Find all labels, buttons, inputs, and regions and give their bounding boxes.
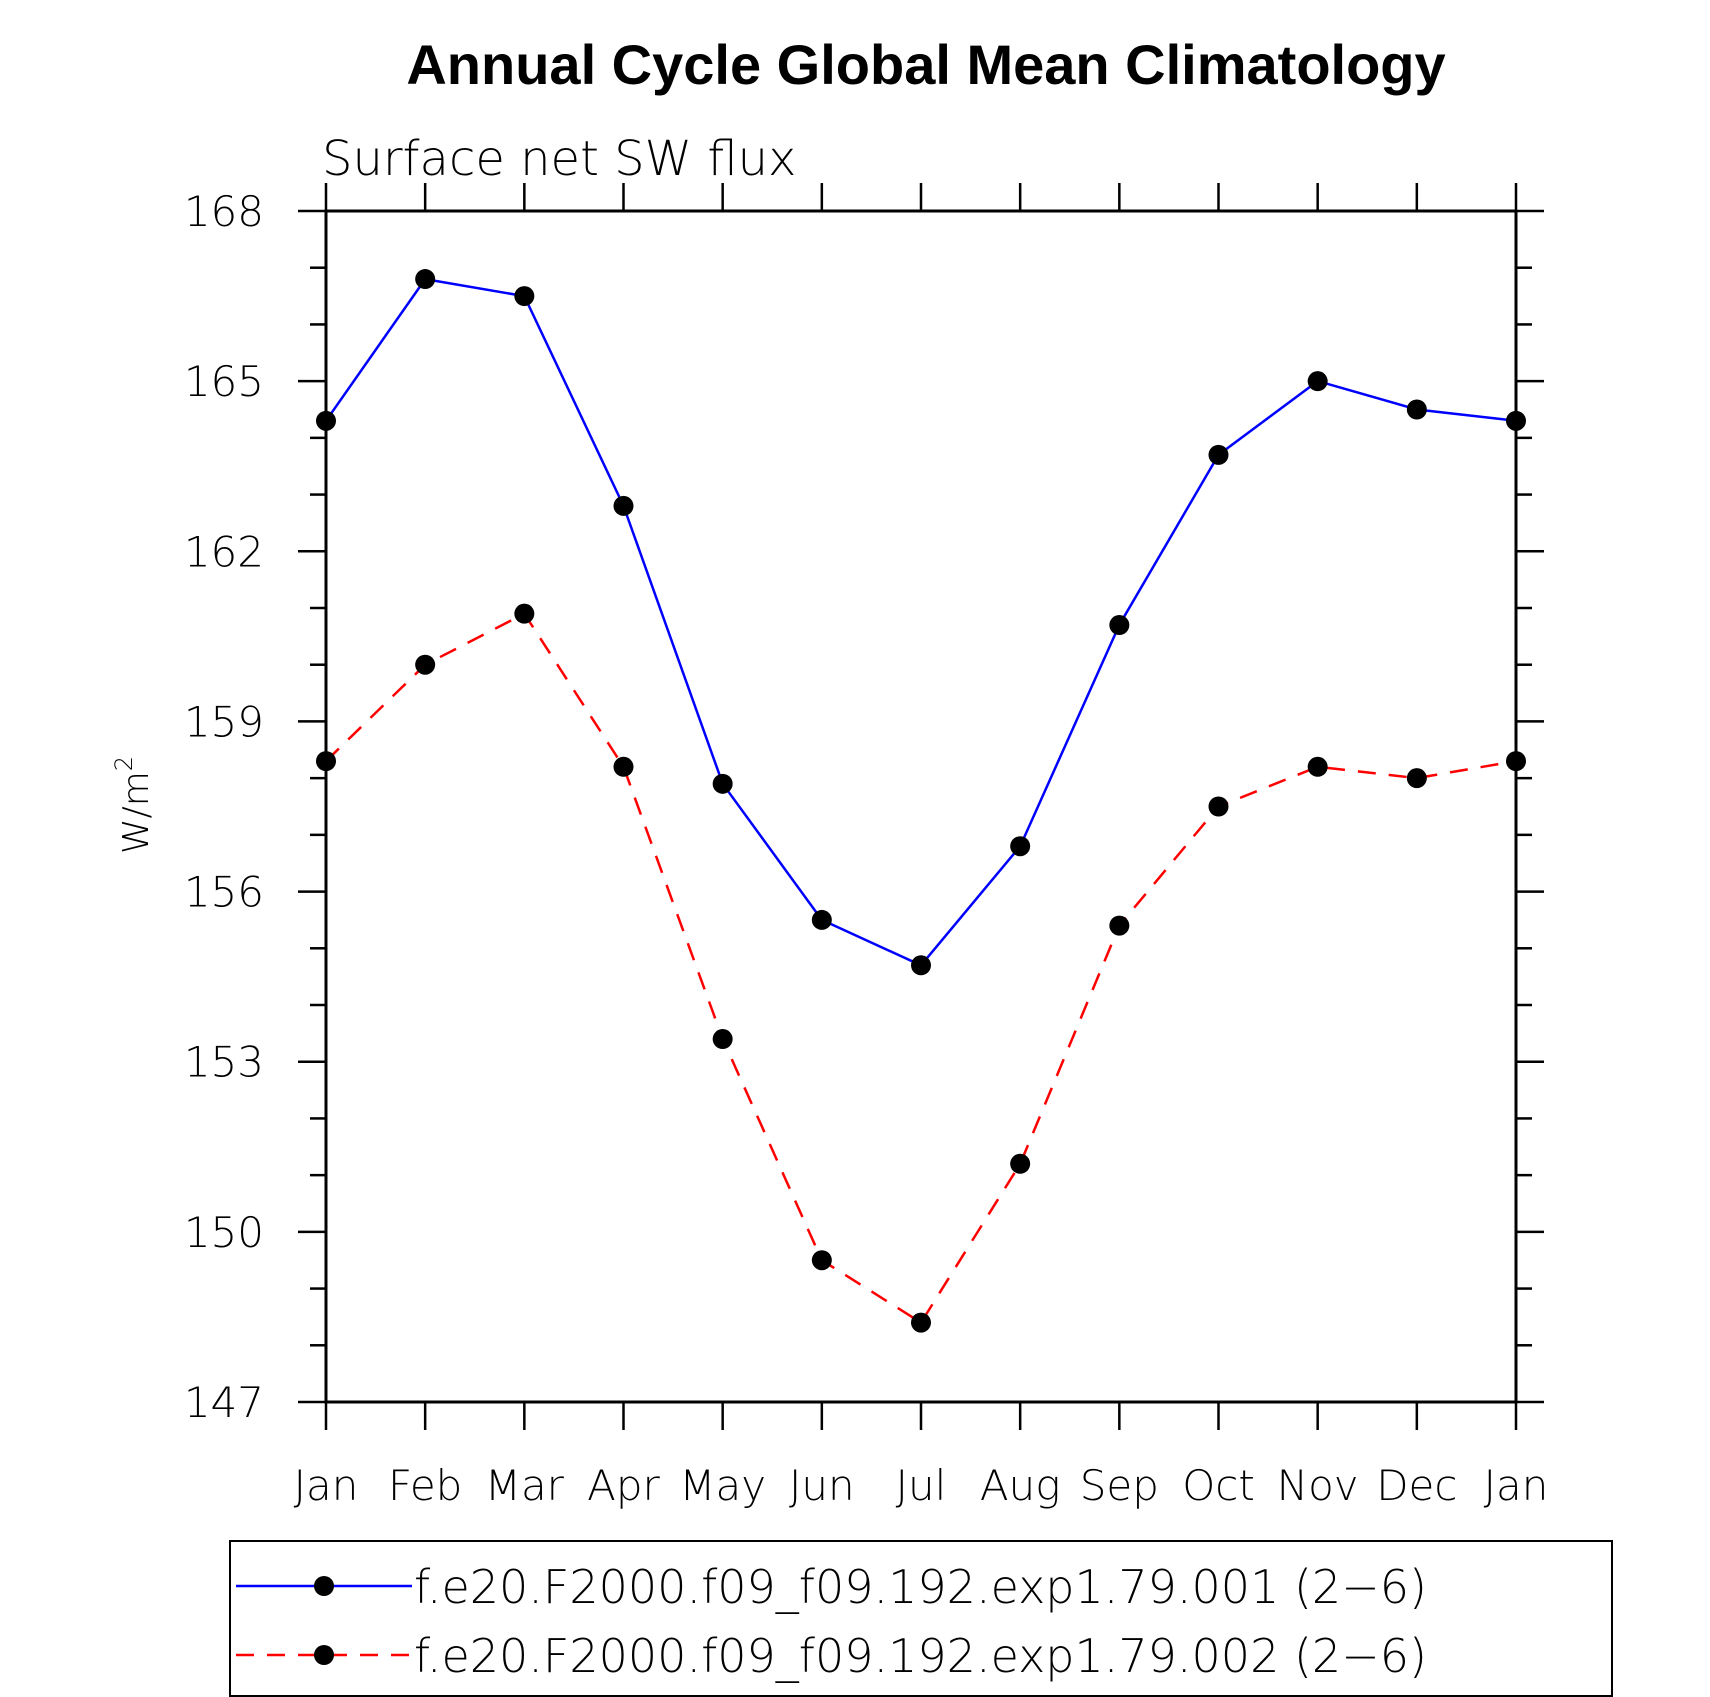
svg-text:W/m2: W/m2	[110, 756, 157, 854]
y-axis-tick-labels: 147 150 153 156 159 162 165 168	[184, 187, 264, 1427]
series-2-point	[1208, 796, 1229, 817]
x-tick-label: Jul	[896, 1461, 947, 1510]
x-tick-label: Oct	[1182, 1461, 1255, 1510]
series-1-point	[811, 909, 832, 930]
series-1-point	[316, 410, 336, 431]
y-tick-label: 156	[184, 868, 264, 917]
series-2-point	[1109, 915, 1130, 936]
y-tick-label: 168	[184, 187, 264, 236]
y-tick-label: 153	[184, 1038, 264, 1087]
series-1-point	[613, 495, 634, 516]
x-tick-label: Aug	[980, 1461, 1061, 1510]
series-2-point	[1307, 756, 1328, 777]
series-1-point	[514, 286, 535, 307]
y-tick-label: 159	[184, 697, 264, 746]
series-1-point	[1506, 410, 1526, 431]
y-axis-label-superscript: 2	[110, 756, 138, 771]
series-1-point	[1406, 399, 1427, 420]
legend-label-series-1: f.e20.F2000.f09_f09.192.exp1.79.001 (2−6…	[414, 1560, 1427, 1614]
x-tick-label: Apr	[587, 1461, 660, 1510]
series-line-1	[324, 277, 1517, 967]
series-1-point	[1109, 615, 1130, 636]
x-tick-label: Jan	[294, 1461, 359, 1510]
series-2-point	[316, 751, 336, 772]
series-2-point	[1506, 751, 1526, 772]
series-1-point	[1307, 371, 1328, 392]
x-tick-label: Nov	[1277, 1461, 1359, 1510]
series-points	[316, 269, 1526, 1333]
series-1-point	[1010, 836, 1031, 857]
plot-frame	[324, 209, 1518, 1404]
chart-title: Annual Cycle Global Mean Climatology	[406, 33, 1445, 96]
x-tick-label: Mar	[485, 1461, 565, 1510]
series-2-point	[811, 1250, 832, 1271]
legend-box	[229, 1540, 1613, 1697]
series-2-point	[911, 1312, 931, 1333]
x-tick-label: Jun	[789, 1461, 855, 1510]
x-tick-label: Feb	[388, 1461, 462, 1510]
y-tick-label: 150	[184, 1208, 264, 1257]
y-tick-label: 165	[184, 357, 264, 406]
x-tick-label: Dec	[1376, 1461, 1457, 1510]
x-tick-label: May	[679, 1461, 766, 1510]
x-axis-ticks	[324, 183, 1518, 1430]
series-1-point	[712, 773, 733, 794]
y-tick-label: 147	[184, 1378, 264, 1427]
y-axis-label: W/m2	[110, 756, 157, 854]
series-1-point	[1208, 444, 1229, 465]
y-axis-label-text: W/m	[116, 771, 157, 854]
x-tick-label: Jan	[1484, 1461, 1549, 1510]
legend: f.e20.F2000.f09_f09.192.exp1.79.001 (2−6…	[229, 1540, 1613, 1697]
x-tick-label: Sep	[1080, 1461, 1159, 1510]
x-axis-tick-labels: Jan Feb Mar Apr May Jun Jul Aug Sep Oct Nov Dec Jan	[294, 1461, 1549, 1510]
series-2-point	[514, 603, 535, 624]
legend-marker-series-1	[314, 1576, 334, 1596]
legend-marker-series-2	[314, 1645, 334, 1665]
series-2-point	[712, 1029, 733, 1050]
y-axis-ticks	[298, 209, 1544, 1404]
series-2-point	[415, 654, 436, 675]
series-2-point	[613, 756, 634, 777]
y-tick-label: 162	[184, 527, 264, 576]
series-2-point	[1406, 768, 1427, 789]
legend-label-series-2: f.e20.F2000.f09_f09.192.exp1.79.002 (2−6…	[414, 1629, 1427, 1683]
series-1-point	[911, 955, 931, 976]
chart-subtitle: Surface net SW flux	[322, 131, 796, 187]
series-1-point	[415, 269, 436, 290]
series-2-point	[1010, 1153, 1031, 1174]
series-lines	[324, 277, 1517, 1325]
